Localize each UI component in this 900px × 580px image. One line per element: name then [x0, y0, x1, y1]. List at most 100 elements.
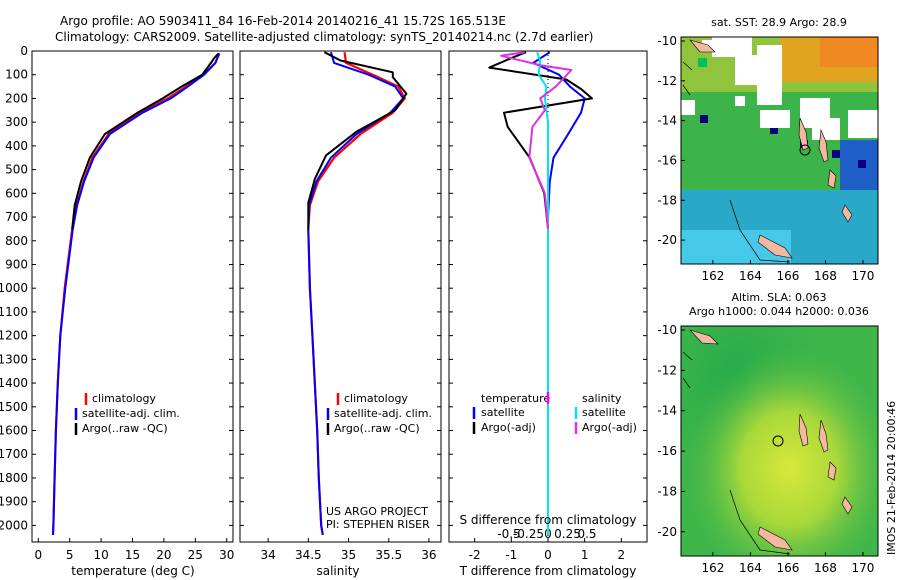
salinity-x-tick-label: 34 — [260, 548, 275, 562]
longitude-tick-label: 164 — [739, 561, 762, 575]
sst-coastlines — [682, 61, 791, 263]
series-line-salinity-argo-adj — [500, 51, 573, 229]
legend-header-salinity: salinity — [582, 392, 622, 405]
t-difference-x-tick-label: -1 — [505, 548, 517, 562]
depth-tick-label: 1100 — [0, 305, 28, 319]
longitude-tick-label: 168 — [814, 561, 837, 575]
temperature-x-tick-label: 20 — [156, 548, 171, 562]
sst-map-frame — [680, 36, 879, 265]
depth-tick-label: 100 — [5, 68, 28, 82]
sst-green-pixel — [698, 58, 707, 67]
s-difference-x-tick-label: 0.25 — [554, 527, 581, 541]
sla-map-title-2: Argo h1000: 0.044 h2000: 0.036 — [689, 305, 869, 318]
depth-tick-label: 300 — [5, 115, 28, 129]
latitude-tick-label: -20 — [657, 525, 677, 539]
longitude-tick-label: 168 — [814, 269, 837, 283]
salinity-x-tick-label: 35 — [341, 548, 356, 562]
latitude-tick-label: -12 — [657, 363, 677, 377]
t-difference-x-tick-label: 0 — [544, 548, 552, 562]
sla-map-title-1: Altim. SLA: 0.063 — [731, 291, 826, 304]
salinity-series — [307, 51, 408, 536]
depth-tick-label: 600 — [5, 186, 28, 200]
series-line-climatology — [51, 52, 221, 535]
sla-coastlines — [682, 351, 791, 555]
sla-argo-location-marker — [772, 435, 784, 447]
depth-tick-label: 1600 — [0, 424, 28, 438]
depth-tick-label: 1900 — [0, 495, 28, 509]
longitude-tick-label: 162 — [701, 269, 724, 283]
difference-legend: temperature salinity satellite Argo(-adj… — [472, 392, 637, 434]
s-difference-xlabel: S difference from climatology — [460, 513, 637, 527]
difference-series — [488, 51, 593, 542]
longitude-tick-label: 166 — [776, 561, 799, 575]
sst-cloud-gaps — [681, 37, 878, 140]
depth-tick-label: 1700 — [0, 447, 28, 461]
sla-map — [681, 326, 878, 556]
sst-map-axes: 162 164 166 168 170 -10 -12 -14 -16 -18 -20 — [657, 34, 874, 283]
temperature-x-tick-label: 0 — [34, 548, 42, 562]
salinity-legend: climatology satellite-adj. clim. Argo(..… — [326, 392, 432, 531]
temperature-x-tick-label: 10 — [93, 548, 108, 562]
salinity-panel-frame — [239, 50, 442, 543]
timestamp: IMOS 21-Feb-2014 20:00:46 — [885, 401, 898, 555]
latitude-tick-label: -18 — [657, 193, 677, 207]
depth-tick-label: 200 — [5, 91, 28, 105]
sla-map-axes: 162 164 166 168 170 -10 -12 -14 -16 -18 -20 — [657, 323, 874, 575]
latitude-tick-label: -14 — [657, 114, 677, 128]
sst-hottest-patch — [820, 37, 878, 67]
salinity-x-tick-label: 34.5 — [295, 548, 322, 562]
series-line-temperature-satellite — [532, 51, 586, 535]
legend-label-satellite: satellite-adj. clim. — [334, 407, 432, 420]
legend-label-satellite: satellite-adj. clim. — [82, 407, 180, 420]
sst-map — [681, 37, 878, 264]
s-difference-x-tick-label: 0.5 — [577, 527, 596, 541]
temperature-x-axis: 0 5 10 15 20 25 30 — [34, 538, 234, 562]
latitude-tick-label: -10 — [657, 34, 677, 48]
depth-tick-label: 800 — [5, 234, 28, 248]
s-difference-x-tick-label: -0.5 — [497, 527, 520, 541]
t-difference-x-tick-label: 1 — [581, 548, 589, 562]
latitude-tick-label: -16 — [657, 444, 677, 458]
latitude-tick-label: -12 — [657, 74, 677, 88]
sst-island-malakula — [818, 128, 829, 163]
latitude-tick-label: -16 — [657, 153, 677, 167]
sst-island-tanna — [841, 204, 853, 223]
temperature-x-tick-label: 15 — [125, 548, 140, 562]
sla-island-efate — [827, 461, 837, 481]
temperature-panel-frame — [31, 50, 234, 543]
legend-label-t-satellite: satellite — [481, 406, 525, 419]
longitude-tick-label: 162 — [701, 561, 724, 575]
salinity-x-tick-label: 35.5 — [375, 548, 402, 562]
legend-label-s-argo: Argo(-adj) — [582, 421, 637, 434]
legend-header-temperature: temperature — [481, 392, 550, 405]
longitude-tick-label: 166 — [776, 269, 799, 283]
s-difference-x-axis: -0.5-0.25 0 0.250.5 — [497, 527, 596, 541]
sla-island-malakula — [818, 419, 829, 453]
salinity-x-axis: 34 34.5 35 35.5 36 — [260, 538, 437, 562]
depth-tick-label: 1500 — [0, 400, 28, 414]
series-line-argo-raw-qc — [71, 52, 220, 230]
sst-argo-location-marker — [799, 144, 811, 156]
depth-tick-label: 1200 — [0, 329, 28, 343]
depth-axis: 0 100 200 300 400 500 600 700 800 900 1000 1100 1200… — [0, 44, 647, 532]
longitude-tick-label: 170 — [852, 561, 875, 575]
longitude-tick-label: 170 — [852, 269, 875, 283]
title-line-2: Climatology: CARS2009. Satellite-adjuste… — [55, 30, 593, 44]
series-line-salinity-satellite — [536, 51, 549, 535]
sla-map-frame — [680, 325, 879, 557]
sst-island-north — [689, 39, 716, 53]
latitude-tick-label: -10 — [657, 323, 677, 337]
sst-land — [689, 39, 853, 259]
series-line-temperature-argo-adj — [488, 51, 593, 241]
latitude-tick-label: -18 — [657, 484, 677, 498]
salinity-x-tick-label: 36 — [421, 548, 436, 562]
legend-label-s-satellite: satellite — [582, 406, 626, 419]
t-difference-x-tick-label: 2 — [618, 548, 626, 562]
temperature-legend: climatology satellite-adj. clim. Argo(..… — [74, 392, 180, 435]
legend-label-argo: Argo(..raw -QC) — [334, 422, 420, 435]
sla-island-tanna — [841, 496, 853, 515]
legend-label-climatology: climatology — [92, 392, 156, 405]
temperature-x-tick-label: 5 — [66, 548, 74, 562]
series-line-satellite-adj-clim — [52, 53, 221, 535]
